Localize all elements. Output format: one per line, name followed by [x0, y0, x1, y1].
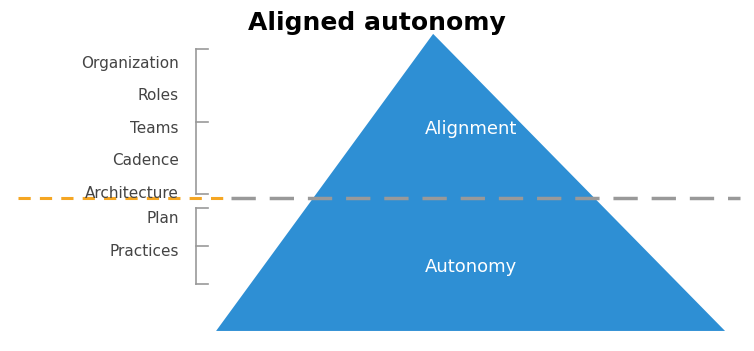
Text: Cadence: Cadence: [112, 153, 179, 168]
Text: Alignment: Alignment: [425, 120, 516, 138]
Text: Aligned autonomy: Aligned autonomy: [248, 12, 506, 35]
Text: Practices: Practices: [109, 244, 179, 259]
Text: Plan: Plan: [146, 211, 179, 226]
Text: Organization: Organization: [81, 56, 179, 71]
Text: Architecture: Architecture: [84, 186, 179, 201]
Text: Teams: Teams: [130, 121, 179, 136]
Text: Roles: Roles: [137, 88, 179, 103]
Polygon shape: [216, 34, 725, 331]
Text: Autonomy: Autonomy: [425, 258, 516, 276]
